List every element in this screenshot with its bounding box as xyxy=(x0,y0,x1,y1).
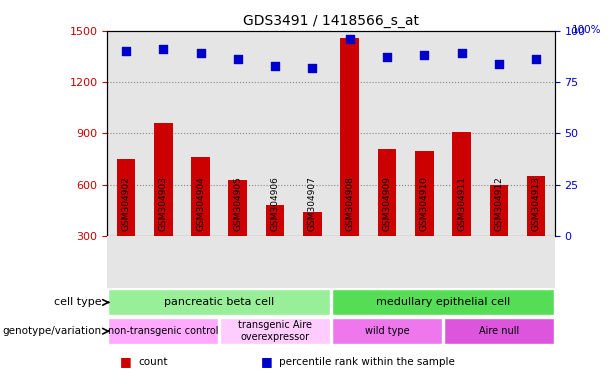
Bar xyxy=(340,38,359,288)
Bar xyxy=(406,236,443,288)
Bar xyxy=(182,236,219,288)
Bar xyxy=(107,236,145,288)
Bar xyxy=(368,31,406,236)
Point xyxy=(382,55,392,61)
Point xyxy=(158,46,168,52)
Text: Aire null: Aire null xyxy=(479,326,519,336)
Bar xyxy=(480,31,517,236)
Bar xyxy=(294,31,331,236)
Bar xyxy=(378,149,396,288)
Title: GDS3491 / 1418566_s_at: GDS3491 / 1418566_s_at xyxy=(243,14,419,28)
Bar xyxy=(182,31,219,236)
Y-axis label: 100%: 100% xyxy=(571,25,601,35)
Bar xyxy=(452,132,471,288)
Text: transgenic Aire
overexpressor: transgenic Aire overexpressor xyxy=(238,320,312,342)
Text: count: count xyxy=(138,357,167,367)
Bar xyxy=(415,151,433,288)
Bar xyxy=(517,236,555,288)
Bar xyxy=(256,31,294,236)
Bar xyxy=(219,31,256,236)
Bar xyxy=(145,236,182,288)
Text: ■: ■ xyxy=(261,356,272,368)
Bar xyxy=(191,157,210,288)
Bar xyxy=(108,290,330,315)
Bar xyxy=(303,212,322,288)
Bar xyxy=(406,31,443,236)
Bar xyxy=(108,318,218,344)
Bar xyxy=(154,123,172,288)
Bar xyxy=(116,159,135,288)
Bar xyxy=(332,290,554,315)
Bar xyxy=(107,31,145,236)
Bar xyxy=(256,236,294,288)
Point xyxy=(531,56,541,63)
Bar xyxy=(368,236,406,288)
Point xyxy=(196,50,205,56)
Text: genotype/variation: genotype/variation xyxy=(2,326,101,336)
Bar xyxy=(331,236,368,288)
Point xyxy=(270,63,280,69)
Text: ■: ■ xyxy=(120,356,131,368)
Bar xyxy=(527,176,546,288)
Bar xyxy=(444,318,554,344)
Bar xyxy=(229,180,247,288)
Bar xyxy=(443,236,480,288)
Bar xyxy=(443,31,480,236)
Bar xyxy=(219,236,256,288)
Text: cell type: cell type xyxy=(53,297,101,308)
Bar xyxy=(331,31,368,236)
Bar xyxy=(220,318,330,344)
Point xyxy=(345,36,354,42)
Text: wild type: wild type xyxy=(365,326,409,336)
Point xyxy=(494,61,504,67)
Text: percentile rank within the sample: percentile rank within the sample xyxy=(279,357,455,367)
Bar xyxy=(517,31,555,236)
Bar xyxy=(294,236,331,288)
Text: pancreatic beta cell: pancreatic beta cell xyxy=(164,297,274,308)
Bar xyxy=(480,236,517,288)
Text: non-transgenic control: non-transgenic control xyxy=(108,326,218,336)
Point xyxy=(457,50,466,56)
Point xyxy=(308,65,318,71)
Point xyxy=(121,48,131,54)
Bar xyxy=(490,185,508,288)
Point xyxy=(419,52,429,58)
Point xyxy=(233,56,243,63)
Bar xyxy=(145,31,182,236)
Text: medullary epithelial cell: medullary epithelial cell xyxy=(376,297,510,308)
Bar xyxy=(332,318,442,344)
Bar xyxy=(266,205,284,288)
